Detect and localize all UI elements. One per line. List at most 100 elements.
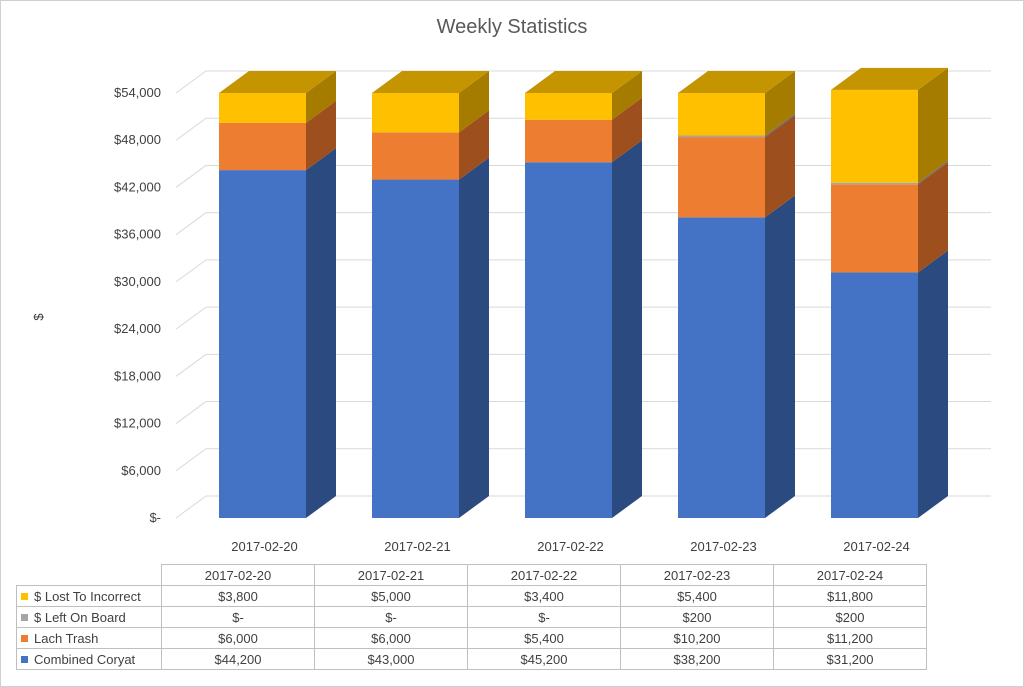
bar-segment-side: [765, 115, 795, 218]
gridline-diagonal: [175, 212, 207, 236]
data-table-cell: $10,200: [620, 627, 774, 649]
bar-segment-front: [219, 170, 306, 518]
x-axis-ticks: 2017-02-20 2017-02-21 2017-02-22 2017-02-23…: [231, 539, 910, 554]
data-table-column-header: 2017-02-21: [314, 564, 468, 586]
data-table-cell: $-: [161, 606, 315, 628]
y-axis-label: $: [31, 313, 46, 321]
data-table-cell: $3,800: [161, 585, 315, 607]
data-table-cell: $6,000: [314, 627, 468, 649]
legend-key-icon: [21, 634, 28, 642]
legend-label: $ Lost To Incorrect: [34, 588, 141, 604]
legend-key-icon: [21, 592, 28, 600]
bar-segment-front: [678, 137, 765, 218]
chart-title: Weekly Statistics: [437, 16, 588, 38]
y-tick-label: $36,000: [114, 227, 161, 242]
legend-label: Combined Coryat: [34, 651, 136, 667]
bar-segment-front: [678, 93, 765, 136]
bar-segment-side: [765, 113, 795, 138]
bar-segment-front: [525, 119, 612, 163]
data-table-cell: $44,200: [161, 648, 315, 670]
y-tick-label: $-: [149, 510, 161, 525]
x-tick-label: 2017-02-21: [384, 539, 451, 554]
data-table-cell: $6,000: [161, 627, 315, 649]
data-table-cell: $200: [773, 606, 927, 628]
legend-key-icon: [21, 655, 28, 663]
data-table-header: 2017-02-20 2017-02-21 2017-02-22 2017-02-23…: [16, 564, 927, 586]
y-tick-label: $48,000: [114, 132, 161, 147]
gridline-diagonal: [175, 401, 207, 424]
data-table-row-header: Lach Trash: [16, 627, 162, 649]
data-table-cell: $3,400: [467, 585, 621, 607]
data-table-cell: $38,200: [620, 648, 774, 670]
bar-segment-side: [459, 71, 489, 133]
legend-key-icon: [21, 613, 28, 621]
data-table-column-header: 2017-02-23: [620, 564, 774, 586]
bar-segment-side: [918, 162, 948, 273]
bar-segment-side: [612, 140, 642, 518]
x-tick-label: 2017-02-20: [231, 539, 298, 554]
gridline-diagonal: [175, 259, 207, 283]
data-table-cell: $11,200: [773, 627, 927, 649]
bar-segment-side: [306, 100, 336, 171]
bar-segment-side: [459, 157, 489, 518]
data-table-cell: $200: [620, 606, 774, 628]
data-table-column-header: 2017-02-22: [467, 564, 621, 586]
bar-segment-side: [612, 71, 642, 120]
bar-segment-side: [306, 148, 336, 518]
x-tick-label: 2017-02-24: [843, 539, 910, 554]
legend-label: Lach Trash: [34, 630, 99, 646]
data-table-row-header: Combined Coryat: [16, 648, 162, 670]
data-table-corner: [16, 564, 162, 586]
gridline-diagonal: [175, 448, 207, 472]
bar-segment-side: [612, 97, 642, 163]
data-table-cell: $43,000: [314, 648, 468, 670]
data-table: 2017-02-20 2017-02-21 2017-02-22 2017-02-23…: [16, 564, 927, 670]
y-tick-label: $24,000: [114, 321, 161, 336]
bar-segment-side: [765, 71, 795, 136]
bar-top-face: [219, 71, 336, 93]
y-tick-label: $42,000: [114, 179, 161, 194]
data-table-cell: $5,400: [620, 585, 774, 607]
bar-segment-front: [219, 93, 306, 123]
bar-segment-front: [831, 182, 918, 185]
bar-top-face: [372, 71, 489, 93]
table-row: $ Lost To Incorrect $3,800 $5,000 $3,400 $5,…: [16, 585, 927, 607]
gridline-diagonal: [175, 165, 207, 188]
y-tick-label: $54,000: [114, 85, 161, 100]
gridline-diagonal: [175, 117, 207, 141]
legend-label: $ Left On Board: [34, 609, 126, 625]
x-tick-label: 2017-02-23: [690, 539, 757, 554]
bar-top-face: [831, 67, 948, 90]
bar-segment-side: [918, 160, 948, 185]
bar-segment-front: [678, 217, 765, 518]
data-table-column-header: 2017-02-20: [161, 564, 315, 586]
bar-segment-front: [372, 179, 459, 518]
data-table-column-header: 2017-02-24: [773, 564, 927, 586]
bar-segment-front: [831, 89, 918, 183]
data-table-cell: $-: [314, 606, 468, 628]
y-tick-label: $12,000: [114, 416, 161, 431]
gridline-diagonal: [175, 353, 207, 377]
y-tick-label: $30,000: [114, 274, 161, 289]
bar-segment-side: [918, 250, 948, 518]
x-tick-label: 2017-02-22: [537, 539, 604, 554]
data-table-cell: $5,000: [314, 585, 468, 607]
bar-segment-front: [678, 135, 765, 138]
y-axis-ticks: $- $6,000 $12,000 $18,000 $24,000 $30,000 $36,…: [114, 85, 161, 525]
table-row: Lach Trash $6,000 $6,000 $5,400 $10,200 $11,2…: [16, 627, 927, 649]
bar-top-face: [525, 71, 642, 93]
bar-segment-side: [765, 195, 795, 518]
data-table-body: $ Lost To Incorrect $3,800 $5,000 $3,400 $5,…: [16, 585, 927, 670]
bar-segment-front: [525, 162, 612, 518]
bar-segment-front: [372, 132, 459, 180]
bar-segment-front: [219, 122, 306, 171]
bar-segment-front: [831, 184, 918, 273]
data-table-row-header: $ Left On Board: [16, 606, 162, 628]
y-tick-label: $18,000: [114, 368, 161, 383]
gridline-diagonal: [175, 306, 207, 330]
data-table-cell: $31,200: [773, 648, 927, 670]
gridline-diagonal: [175, 70, 207, 94]
bar-segment-front: [525, 93, 612, 120]
